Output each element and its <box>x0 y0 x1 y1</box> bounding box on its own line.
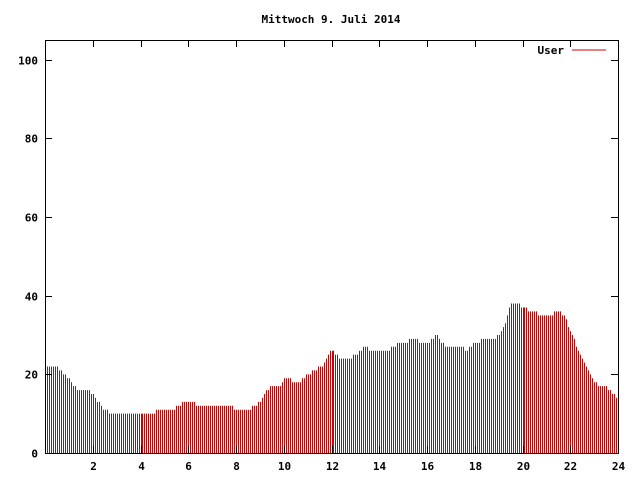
bars-group <box>45 303 619 453</box>
y-tick-label: 0 <box>31 448 38 461</box>
x-tick-label: 14 <box>373 460 387 473</box>
y-tick-label: 20 <box>25 369 38 382</box>
chart-title: Mittwoch 9. Juli 2014 <box>261 13 400 26</box>
x-tick-label: 24 <box>612 460 626 473</box>
y-tick-label: 60 <box>25 212 38 225</box>
legend-label-user: User <box>538 44 565 57</box>
x-tick-label: 16 <box>421 460 435 473</box>
y-tick-label: 40 <box>25 291 38 304</box>
x-tick-label: 20 <box>517 460 530 473</box>
y-tick-label: 100 <box>18 55 38 68</box>
x-tick-label: 2 <box>90 460 97 473</box>
x-tick-label: 8 <box>233 460 240 473</box>
legend: User <box>538 44 606 57</box>
x-tick-label: 6 <box>185 460 192 473</box>
x-tick-label: 18 <box>469 460 482 473</box>
x-tick-label: 10 <box>278 460 291 473</box>
y-tick-label: 80 <box>25 133 38 146</box>
x-tick-label: 12 <box>326 460 339 473</box>
x-tick-label: 4 <box>138 460 145 473</box>
x-tick-label: 22 <box>564 460 577 473</box>
